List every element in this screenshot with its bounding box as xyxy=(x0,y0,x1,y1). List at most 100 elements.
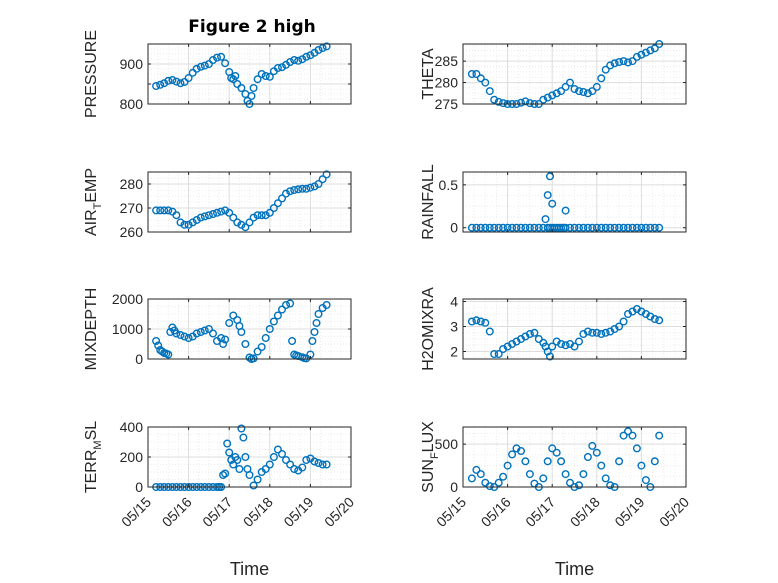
data-point xyxy=(282,189,291,198)
data-point xyxy=(298,55,307,64)
data-point xyxy=(543,191,552,200)
data-point xyxy=(158,347,167,356)
y-label-main: TERR xyxy=(83,450,100,494)
data-point xyxy=(583,453,592,462)
data-point xyxy=(615,223,624,232)
data-point xyxy=(294,185,303,194)
data-point xyxy=(606,481,615,490)
y-axis-label: THETA xyxy=(420,48,437,100)
data-point xyxy=(521,457,530,466)
data-point xyxy=(265,72,274,81)
y-tick-label: 270 xyxy=(120,200,144,216)
data-point xyxy=(273,63,282,72)
minor-grid xyxy=(148,44,351,104)
data-point xyxy=(208,56,217,65)
data-point xyxy=(615,322,624,331)
data-point xyxy=(156,206,165,215)
data-point xyxy=(261,211,270,220)
x-tick-label: 05/17 xyxy=(522,494,558,530)
data-point xyxy=(290,185,299,194)
y-tick-label: 2000 xyxy=(112,291,143,307)
y-tick-label: 4 xyxy=(450,294,458,310)
axes-box xyxy=(147,171,352,233)
data-point xyxy=(619,431,628,440)
data-point xyxy=(314,179,323,188)
data-point xyxy=(249,213,258,222)
data-point xyxy=(539,474,548,483)
data-point xyxy=(632,444,641,453)
data-point xyxy=(499,223,508,232)
data-point xyxy=(641,223,650,232)
data-point xyxy=(261,71,270,80)
data-point xyxy=(160,79,169,88)
data-point xyxy=(164,76,173,85)
data-point xyxy=(472,316,481,325)
x-tick-label: 05/19 xyxy=(280,494,316,530)
data-point xyxy=(273,311,282,320)
data-point xyxy=(200,326,209,335)
data-point xyxy=(308,337,317,346)
data-point xyxy=(561,341,570,350)
data-point xyxy=(261,465,270,474)
data-point xyxy=(237,83,246,92)
data-point xyxy=(601,223,610,232)
data-point xyxy=(229,311,238,320)
data-point xyxy=(606,61,615,70)
data-point xyxy=(570,84,579,93)
data-point xyxy=(566,478,575,487)
minor-grid xyxy=(463,172,686,232)
data-point xyxy=(290,56,299,65)
subplot-terrmsl: 0 200 400 TERRMSL 05/15 05/16 05/17 05/18 05/19 0… xyxy=(83,419,357,579)
data-point xyxy=(615,58,624,67)
data-point xyxy=(245,353,254,362)
data-point xyxy=(318,44,327,53)
data-point xyxy=(245,471,254,480)
data-point xyxy=(221,335,230,344)
data-point xyxy=(231,71,240,80)
data-point xyxy=(601,474,610,483)
data-point xyxy=(521,97,530,106)
data-point xyxy=(221,469,230,478)
y-tick-label: 500 xyxy=(435,436,459,452)
data-point xyxy=(221,59,230,68)
data-point xyxy=(204,60,213,69)
y-label-main: H2OMIXRA xyxy=(420,287,437,371)
data-point xyxy=(543,457,552,466)
y-axis-label: H2OMIXRA xyxy=(420,287,437,371)
data-point xyxy=(298,184,307,193)
data-point xyxy=(221,206,230,215)
data-point xyxy=(152,81,161,90)
y-tick-label: 0 xyxy=(135,351,143,367)
y-label-main: AIR xyxy=(83,209,100,236)
y-tick-label: 2 xyxy=(450,344,458,360)
data-point xyxy=(208,209,217,218)
x-tick-label: 05/15 xyxy=(433,494,469,530)
data-point xyxy=(655,223,664,232)
data-point xyxy=(655,431,664,440)
y-axis-label: TERRMSL xyxy=(83,421,104,493)
data-point xyxy=(624,223,633,232)
data-point xyxy=(632,52,641,61)
data-point xyxy=(490,350,499,359)
data-point xyxy=(225,319,234,328)
data-point xyxy=(592,82,601,91)
y-label-tail: EMP xyxy=(83,168,100,203)
data-point xyxy=(494,350,503,359)
data-point xyxy=(485,223,494,232)
data-point xyxy=(196,328,205,337)
y-label-tail: LUX xyxy=(420,421,437,452)
data-point xyxy=(525,330,534,339)
data-point xyxy=(561,470,570,479)
y-tick-label: 285 xyxy=(435,53,459,69)
subplot-airtemp: 260 270 280 AIRTEMP xyxy=(83,168,352,240)
data-point xyxy=(588,328,597,337)
y-label-main: RAINFALL xyxy=(420,164,437,240)
data-point xyxy=(306,183,315,192)
data-point xyxy=(517,447,526,456)
data-point xyxy=(253,211,262,220)
tick-marks xyxy=(462,44,687,105)
data-point xyxy=(233,79,242,88)
data-point xyxy=(180,220,189,229)
data-point xyxy=(548,342,557,351)
data-point xyxy=(314,310,323,319)
